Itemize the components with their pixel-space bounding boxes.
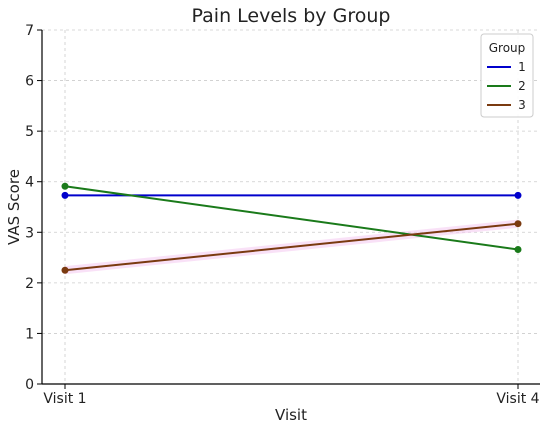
series-lines (61, 182, 522, 274)
grid-lines (42, 29, 540, 384)
series-1-point (61, 191, 69, 199)
series-2-point (61, 182, 69, 190)
series-2-line (64, 185, 519, 251)
legend-box (480, 33, 534, 118)
y-tick-label: 4 (25, 175, 34, 191)
legend: Group 1 2 3 (480, 33, 534, 118)
series-1 (61, 191, 522, 199)
series-3 (61, 220, 522, 274)
legend-label-2: 2 (518, 79, 526, 93)
x-axis-label: Visit (275, 406, 307, 424)
chart-title: Pain Levels by Group (192, 5, 391, 27)
legend-entries: 1 2 3 (487, 60, 526, 112)
series-3-point (61, 266, 69, 274)
series-2-point (514, 245, 522, 253)
x-tick-label: Visit 4 (496, 391, 539, 407)
y-tick-label: 1 (25, 326, 34, 342)
series-3-point (514, 220, 522, 228)
legend-title: Group (489, 41, 526, 55)
series-3-line (64, 222, 519, 272)
series-1-point (514, 191, 522, 199)
y-tick-label: 7 (25, 23, 34, 39)
x-tick-label: Visit 1 (43, 391, 86, 407)
y-tick-label: 5 (25, 124, 34, 140)
y-axis-label: VAS Score (5, 169, 23, 245)
legend-label-1: 1 (518, 60, 526, 74)
y-tick-label: 6 (25, 74, 34, 90)
y-tick-label: 3 (25, 225, 34, 241)
x-axis-ticks: Visit 1 Visit 4 (43, 384, 540, 407)
y-axis-ticks: 0 1 2 3 4 5 6 7 (25, 23, 42, 393)
series-2 (61, 182, 522, 253)
y-tick-label: 0 (25, 377, 34, 393)
y-tick-label: 2 (25, 276, 34, 292)
plot-area (42, 30, 540, 384)
legend-label-3: 3 (518, 98, 526, 112)
